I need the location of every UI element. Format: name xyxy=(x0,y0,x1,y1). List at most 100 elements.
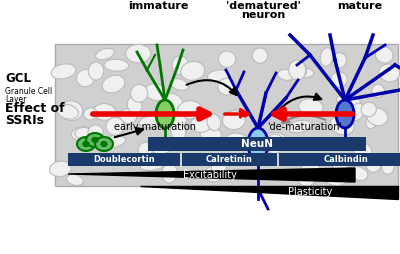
Ellipse shape xyxy=(171,115,187,125)
Ellipse shape xyxy=(101,141,107,147)
Ellipse shape xyxy=(366,156,381,172)
Ellipse shape xyxy=(145,84,167,101)
Ellipse shape xyxy=(88,62,104,80)
Ellipse shape xyxy=(77,137,95,151)
Ellipse shape xyxy=(106,117,124,135)
Text: NeuN: NeuN xyxy=(241,139,273,149)
Ellipse shape xyxy=(325,174,346,186)
Ellipse shape xyxy=(190,117,211,132)
Ellipse shape xyxy=(252,48,268,63)
Bar xyxy=(279,153,400,166)
Ellipse shape xyxy=(60,101,83,121)
Polygon shape xyxy=(68,168,355,182)
Ellipse shape xyxy=(287,120,312,133)
Ellipse shape xyxy=(170,78,189,90)
Ellipse shape xyxy=(178,101,202,119)
Ellipse shape xyxy=(278,70,295,80)
Ellipse shape xyxy=(76,69,94,87)
Ellipse shape xyxy=(204,166,224,182)
Text: neuron: neuron xyxy=(241,10,285,20)
Text: Effect of: Effect of xyxy=(5,103,65,116)
Ellipse shape xyxy=(218,78,236,95)
Ellipse shape xyxy=(332,156,348,171)
Ellipse shape xyxy=(233,108,246,121)
Ellipse shape xyxy=(379,64,400,82)
Ellipse shape xyxy=(104,154,116,165)
Ellipse shape xyxy=(127,96,142,114)
Ellipse shape xyxy=(299,163,322,183)
Ellipse shape xyxy=(361,102,376,117)
Ellipse shape xyxy=(138,142,152,157)
Text: 'dematured': 'dematured' xyxy=(226,1,300,11)
Ellipse shape xyxy=(66,174,83,185)
Ellipse shape xyxy=(104,59,129,71)
Bar xyxy=(55,44,398,186)
Ellipse shape xyxy=(218,51,236,68)
Text: early maturation: early maturation xyxy=(114,122,196,132)
Ellipse shape xyxy=(152,142,172,154)
Ellipse shape xyxy=(348,166,368,181)
Ellipse shape xyxy=(289,60,306,80)
Ellipse shape xyxy=(57,104,78,119)
Text: GCL: GCL xyxy=(5,72,31,86)
Ellipse shape xyxy=(83,134,102,149)
Ellipse shape xyxy=(299,99,323,115)
Ellipse shape xyxy=(75,128,93,139)
Ellipse shape xyxy=(130,84,148,102)
Ellipse shape xyxy=(208,70,230,82)
Ellipse shape xyxy=(214,156,230,170)
Ellipse shape xyxy=(248,128,268,160)
Ellipse shape xyxy=(367,108,388,126)
Ellipse shape xyxy=(93,104,116,120)
Ellipse shape xyxy=(211,158,226,177)
Ellipse shape xyxy=(84,108,97,120)
Text: Plasticity: Plasticity xyxy=(288,187,332,197)
Ellipse shape xyxy=(332,53,346,68)
Ellipse shape xyxy=(102,75,125,93)
Bar xyxy=(68,153,180,166)
Ellipse shape xyxy=(330,116,354,135)
Text: Doublecortin: Doublecortin xyxy=(93,155,155,164)
Text: 'de-maturation': 'de-maturation' xyxy=(268,122,342,132)
Ellipse shape xyxy=(51,64,76,79)
Ellipse shape xyxy=(92,137,98,142)
Text: Calretinin: Calretinin xyxy=(206,155,253,164)
Text: Granule Cell: Granule Cell xyxy=(5,87,52,96)
Ellipse shape xyxy=(375,47,393,63)
Ellipse shape xyxy=(366,109,379,129)
Ellipse shape xyxy=(372,84,384,97)
Bar xyxy=(182,153,277,166)
Ellipse shape xyxy=(336,100,354,128)
Ellipse shape xyxy=(96,48,114,60)
Ellipse shape xyxy=(336,95,360,106)
Ellipse shape xyxy=(140,116,164,128)
Ellipse shape xyxy=(71,127,95,141)
Ellipse shape xyxy=(297,168,316,186)
Ellipse shape xyxy=(126,44,151,63)
Ellipse shape xyxy=(172,56,189,75)
Bar xyxy=(148,137,366,151)
Ellipse shape xyxy=(382,157,394,174)
Ellipse shape xyxy=(320,48,333,66)
Ellipse shape xyxy=(207,114,221,131)
Ellipse shape xyxy=(50,161,71,177)
Ellipse shape xyxy=(331,72,347,87)
Text: mature: mature xyxy=(338,1,382,11)
Text: SSRIs: SSRIs xyxy=(5,115,44,128)
Text: Calbindin: Calbindin xyxy=(324,155,369,164)
Ellipse shape xyxy=(222,111,245,130)
Ellipse shape xyxy=(354,143,372,163)
Ellipse shape xyxy=(162,163,177,183)
Ellipse shape xyxy=(181,61,205,80)
Ellipse shape xyxy=(140,160,165,170)
Ellipse shape xyxy=(291,68,314,78)
Ellipse shape xyxy=(120,109,137,124)
Ellipse shape xyxy=(237,153,249,166)
Polygon shape xyxy=(140,186,398,199)
Ellipse shape xyxy=(227,133,249,145)
Ellipse shape xyxy=(86,133,104,147)
Ellipse shape xyxy=(83,141,89,147)
Ellipse shape xyxy=(258,143,281,155)
Ellipse shape xyxy=(292,61,307,78)
Text: Layer: Layer xyxy=(5,94,26,103)
